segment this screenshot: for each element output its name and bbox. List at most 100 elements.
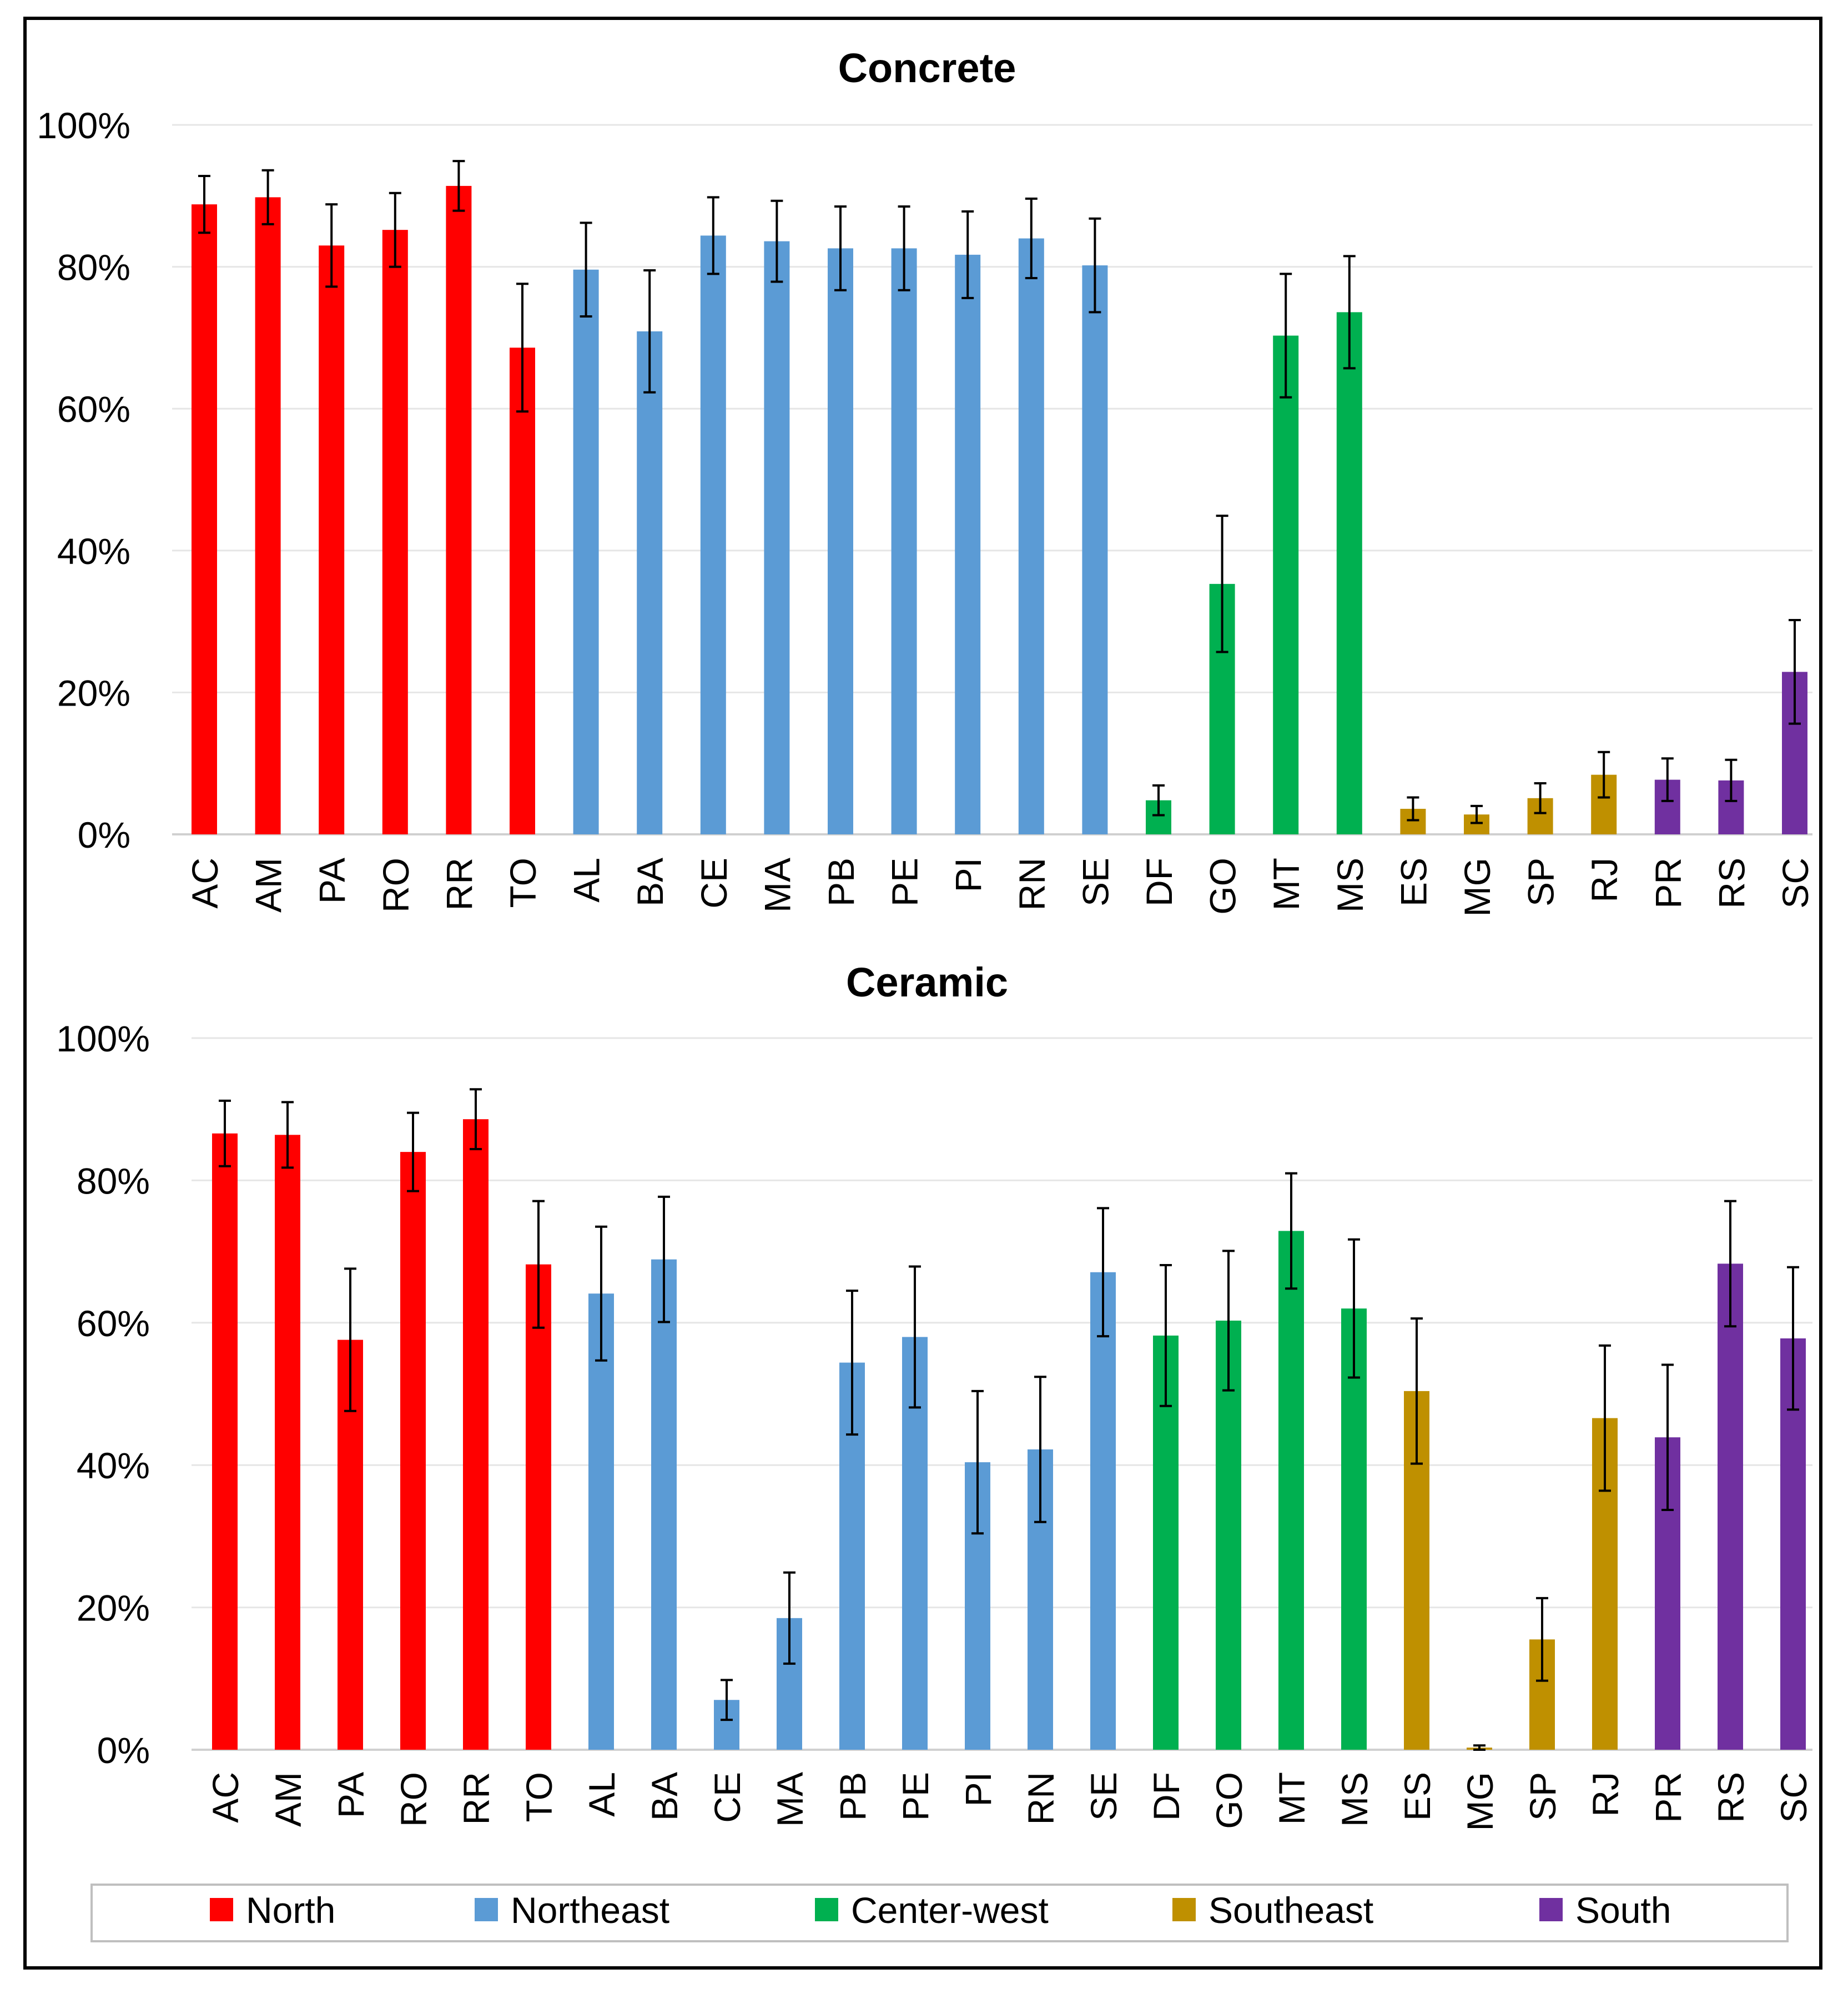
ceramic-x-tick-label-rn: RN bbox=[1020, 1772, 1061, 1825]
concrete-bar-pb bbox=[828, 248, 853, 834]
ceramic-x-tick-label-rj: RJ bbox=[1585, 1772, 1626, 1817]
concrete-x-tick-label-sp: SP bbox=[1520, 858, 1562, 907]
legend-swatch-northeast bbox=[475, 1898, 498, 1921]
ceramic-x-tick-label-ro: RO bbox=[393, 1772, 434, 1827]
concrete-x-tick-label-mt: MT bbox=[1266, 858, 1307, 910]
ceramic-chart: Ceramic 0% 20% 40% 60% 80% 100% AC AM PA RO RR TO AL B… bbox=[56, 959, 1814, 1831]
concrete-x-tick-label-to: TO bbox=[502, 858, 543, 908]
concrete-x-tick-label-df: DF bbox=[1139, 858, 1180, 907]
concrete-bar-pi bbox=[955, 254, 981, 834]
ceramic-bar-ms bbox=[1341, 1308, 1367, 1750]
concrete-x-tick-label-pr: PR bbox=[1648, 858, 1689, 909]
concrete-x-tick-label-pb: PB bbox=[820, 858, 862, 907]
concrete-bar-ma bbox=[764, 241, 790, 834]
concrete-x-tick-label-ms: MS bbox=[1330, 858, 1371, 913]
ceramic-bar-am bbox=[275, 1135, 300, 1750]
ceramic-x-tick-label-ms: MS bbox=[1334, 1772, 1375, 1827]
ceramic-bar-go bbox=[1216, 1320, 1241, 1750]
ceramic-x-tick-label-to: TO bbox=[518, 1772, 560, 1822]
ceramic-y-tick-label: 100% bbox=[56, 1018, 150, 1059]
ceramic-bar-rs bbox=[1718, 1263, 1743, 1750]
concrete-chart: Concrete 0% 20% 40% 60% 80% 100% AC AM PA RO RR TO AL… bbox=[37, 45, 1816, 917]
concrete-x-tick-label-ce: CE bbox=[693, 858, 734, 909]
ceramic-bar-se bbox=[1090, 1272, 1116, 1750]
ceramic-y-tick-label: 60% bbox=[77, 1303, 150, 1344]
ceramic-x-tick-label-mt: MT bbox=[1271, 1772, 1312, 1825]
concrete-x-tick-label-es: ES bbox=[1393, 858, 1434, 907]
concrete-bar-pe bbox=[891, 248, 917, 834]
ceramic-x-tick-label-mg: MG bbox=[1459, 1772, 1500, 1831]
ceramic-x-tick-label-es: ES bbox=[1397, 1772, 1438, 1821]
ceramic-x-tick-label-ac: AC bbox=[205, 1772, 246, 1823]
ceramic-x-tick-label-pa: PA bbox=[330, 1772, 371, 1818]
concrete-x-tick-label-pi: PI bbox=[948, 858, 989, 892]
ceramic-x-tick-label-sc: SC bbox=[1773, 1772, 1814, 1823]
ceramic-x-tick-label-ba: BA bbox=[644, 1772, 685, 1821]
ceramic-bar-ro bbox=[400, 1152, 426, 1750]
concrete-x-tick-label-ba: BA bbox=[630, 858, 671, 907]
legend-swatch-center-west bbox=[815, 1898, 838, 1921]
concrete-bar-rr bbox=[446, 185, 472, 835]
legend-label-southeast: Southeast bbox=[1208, 1890, 1373, 1931]
concrete-y-tick-label: 20% bbox=[57, 672, 130, 713]
concrete-x-tick-label-ro: RO bbox=[375, 858, 416, 913]
concrete-bar-rn bbox=[1018, 238, 1044, 835]
legend-label-south: South bbox=[1575, 1890, 1671, 1931]
ceramic-x-tick-label-rs: RS bbox=[1710, 1772, 1751, 1823]
concrete-y-tick-label: 60% bbox=[57, 389, 130, 430]
legend-swatch-southeast bbox=[1172, 1898, 1196, 1921]
ceramic-y-tick-label: 40% bbox=[77, 1445, 150, 1486]
concrete-bar-mt bbox=[1273, 335, 1299, 834]
ceramic-x-tick-label-al: AL bbox=[581, 1772, 622, 1817]
ceramic-x-tick-label-am: AM bbox=[268, 1772, 309, 1827]
legend-label-north: North bbox=[246, 1890, 335, 1931]
concrete-bar-ba bbox=[637, 331, 663, 834]
concrete-x-tick-label-rn: RN bbox=[1011, 858, 1053, 910]
concrete-y-tick-label: 0% bbox=[78, 814, 130, 855]
ceramic-bar-mt bbox=[1278, 1231, 1304, 1750]
concrete-chart-title: Concrete bbox=[838, 45, 1016, 91]
ceramic-x-tick-label-pi: PI bbox=[958, 1772, 999, 1806]
ceramic-bar-ba bbox=[651, 1259, 677, 1750]
ceramic-x-tick-label-df: DF bbox=[1146, 1772, 1187, 1821]
ceramic-x-tick-label-ma: MA bbox=[769, 1772, 810, 1827]
concrete-x-tick-label-pa: PA bbox=[311, 858, 353, 904]
concrete-x-tick-label-rj: RJ bbox=[1584, 858, 1625, 903]
concrete-x-tick-label-ma: MA bbox=[757, 858, 798, 913]
concrete-y-tick-label: 40% bbox=[57, 531, 130, 572]
ceramic-x-tick-label-sp: SP bbox=[1522, 1772, 1563, 1821]
legend-box bbox=[90, 1884, 1789, 1942]
ceramic-x-tick-label-rr: RR bbox=[456, 1772, 497, 1825]
ceramic-bar-to bbox=[526, 1264, 551, 1750]
concrete-bar-al bbox=[573, 269, 599, 834]
ceramic-bar-rr bbox=[463, 1119, 489, 1750]
concrete-x-tick-label-sc: SC bbox=[1775, 858, 1816, 909]
ceramic-x-tick-label-pe: PE bbox=[895, 1772, 936, 1821]
ceramic-bar-al bbox=[588, 1293, 614, 1750]
concrete-x-tick-label-al: AL bbox=[566, 858, 607, 903]
concrete-x-tick-label-rr: RR bbox=[439, 858, 480, 910]
concrete-bar-se bbox=[1082, 265, 1108, 835]
ceramic-x-tick-label-pr: PR bbox=[1648, 1772, 1689, 1823]
legend-swatch-north bbox=[210, 1898, 233, 1921]
concrete-bar-pa bbox=[319, 245, 345, 834]
concrete-y-tick-label: 100% bbox=[37, 105, 130, 146]
concrete-x-tick-label-go: GO bbox=[1202, 858, 1243, 915]
concrete-bar-ac bbox=[192, 204, 217, 834]
concrete-bar-ce bbox=[700, 235, 726, 834]
concrete-x-tick-label-am: AM bbox=[248, 858, 289, 913]
concrete-x-tick-label-pe: PE bbox=[884, 858, 925, 907]
concrete-y-tick-label: 80% bbox=[57, 247, 130, 288]
ceramic-x-tick-label-se: SE bbox=[1083, 1772, 1124, 1821]
concrete-bar-to bbox=[510, 348, 535, 834]
concrete-bar-ms bbox=[1336, 312, 1362, 834]
legend-label-northeast: Northeast bbox=[511, 1890, 669, 1931]
ceramic-y-tick-label: 0% bbox=[97, 1730, 150, 1771]
concrete-bar-am bbox=[255, 197, 281, 835]
ceramic-bar-ac bbox=[212, 1133, 238, 1750]
ceramic-chart-title: Ceramic bbox=[846, 959, 1008, 1005]
ceramic-y-tick-label: 20% bbox=[77, 1588, 150, 1629]
ceramic-x-tick-label-ce: CE bbox=[707, 1772, 748, 1823]
concrete-bar-ro bbox=[382, 230, 408, 834]
